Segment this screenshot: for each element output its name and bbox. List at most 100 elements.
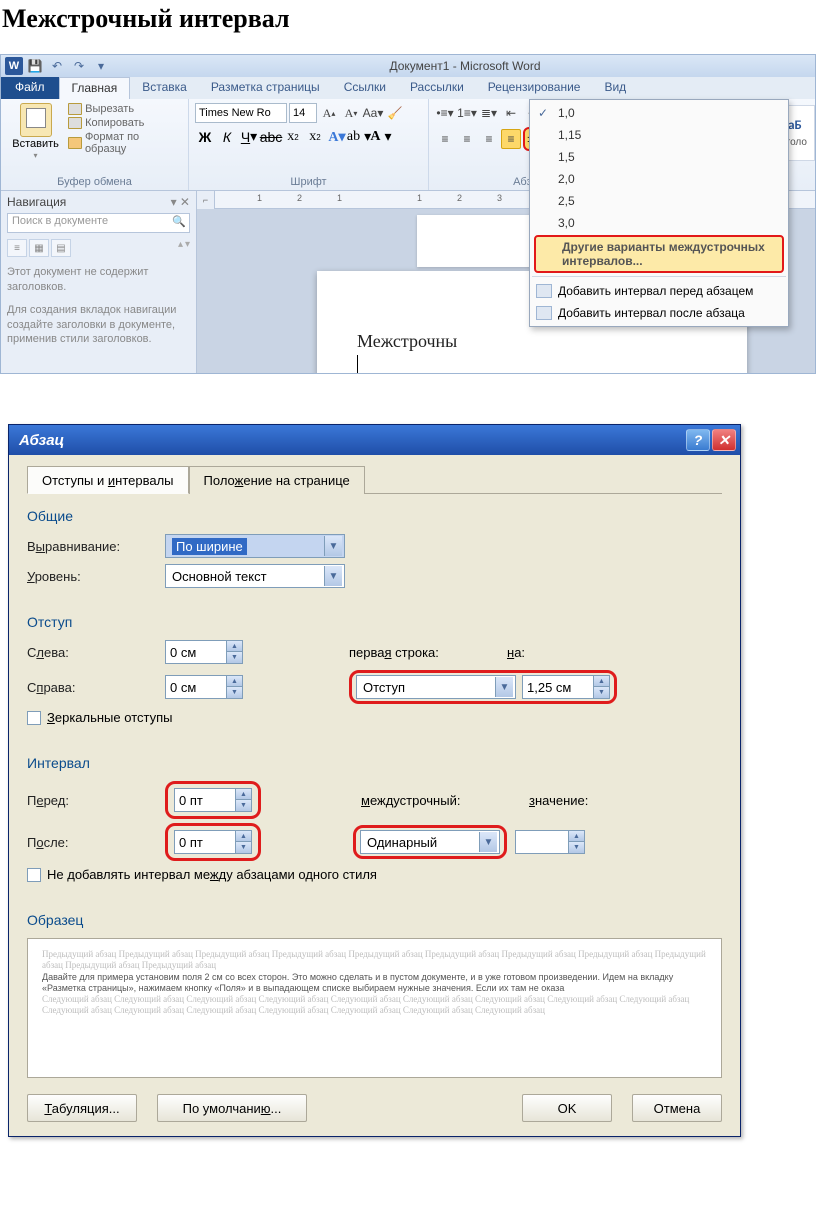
line-spacing-menu: 1,0 1,15 1,5 2,0 2,5 3,0 Другие варианты…	[529, 99, 789, 327]
quick-access-toolbar: W 💾 ↶ ↷ ▾	[1, 57, 115, 75]
qat-more-icon[interactable]: ▾	[91, 57, 111, 75]
bullets-icon[interactable]: •≡▾	[435, 103, 455, 123]
paste-button[interactable]: Вставить	[12, 138, 59, 150]
nav-up-icon[interactable]: ▴	[178, 239, 183, 257]
ribbon-tabs: Файл Главная Вставка Разметка страницы С…	[1, 77, 815, 99]
paragraph-dialog: Абзац ? ✕ Отступы и интервалы Положение …	[8, 424, 741, 1137]
cut-button[interactable]: Вырезать	[68, 103, 182, 115]
indent-left-spin[interactable]: 0 см▲▼	[165, 640, 243, 664]
align-right-icon[interactable]: ≡	[479, 129, 499, 149]
tabs-button[interactable]: Табуляция...	[27, 1094, 137, 1122]
add-space-before[interactable]: Добавить интервал перед абзацем	[530, 280, 788, 302]
titlebar: W 💾 ↶ ↷ ▾ Документ1 - Microsoft Word	[1, 55, 815, 77]
subscript-icon[interactable]: x2	[283, 127, 303, 147]
align-left-icon[interactable]: ≡	[435, 129, 455, 149]
tab-position[interactable]: Положение на странице	[189, 466, 365, 494]
format-painter-button[interactable]: Формат по образцу	[68, 131, 182, 155]
align-justify-icon[interactable]: ≡	[501, 129, 521, 149]
font-color-icon[interactable]: A▾	[371, 127, 391, 147]
at-label: значение:	[529, 793, 588, 808]
tab-references[interactable]: Ссылки	[332, 77, 398, 99]
line-spacing-select[interactable]: Одинарный▼	[360, 830, 500, 854]
font-name-select[interactable]	[195, 103, 287, 123]
document-text: Межстрочны	[357, 331, 457, 352]
numbering-icon[interactable]: 1≡▾	[457, 103, 477, 123]
italic-icon[interactable]: К	[217, 127, 237, 147]
close-icon[interactable]: ✕	[712, 429, 736, 451]
paste-icon[interactable]	[20, 103, 52, 137]
ok-button[interactable]: OK	[522, 1094, 612, 1122]
shrink-font-icon[interactable]: A▾	[341, 103, 361, 123]
tab-insert[interactable]: Вставка	[130, 77, 199, 99]
align-select[interactable]: По ширине▼	[165, 534, 345, 558]
first-line-by-spin[interactable]: 1,25 см▲▼	[522, 675, 610, 699]
space-before-spin[interactable]: 0 пт▲▼	[174, 788, 252, 812]
save-icon[interactable]: 💾	[25, 57, 45, 75]
group-clipboard-label: Буфер обмена	[7, 174, 182, 188]
spacing-2-0[interactable]: 2,0	[530, 168, 788, 190]
underline-icon[interactable]: Ч▾	[239, 127, 259, 147]
level-select[interactable]: Основной текст▼	[165, 564, 345, 588]
group-clipboard: Вставить ▾ Вырезать Копировать Формат по…	[1, 99, 189, 190]
line-spacing-highlight: Одинарный▼	[353, 825, 507, 859]
nav-search-input[interactable]: Поиск в документе	[7, 213, 190, 233]
spacing-1-0[interactable]: 1,0	[530, 102, 788, 124]
first-line-select[interactable]: Отступ▼	[356, 675, 516, 699]
ruler-corner[interactable]: ⌐	[197, 191, 215, 209]
page-heading: Межстрочный интервал	[0, 0, 816, 54]
cancel-button[interactable]: Отмена	[632, 1094, 722, 1122]
first-line-highlight: Отступ▼ 1,25 см▲▼	[349, 670, 617, 704]
dialog-title: Абзац	[19, 432, 684, 449]
text-effects-icon[interactable]: A▾	[327, 127, 347, 147]
tab-mailings[interactable]: Рассылки	[398, 77, 476, 99]
spacing-3-0[interactable]: 3,0	[530, 212, 788, 234]
nav-empty-msg1: Этот документ не содержит заголовков.	[7, 265, 190, 295]
multilevel-icon[interactable]: ≣▾	[479, 103, 499, 123]
default-button[interactable]: По умолчанию...	[157, 1094, 307, 1122]
tab-layout[interactable]: Разметка страницы	[199, 77, 332, 99]
nav-tab-headings[interactable]: ≡	[7, 239, 27, 257]
undo-icon[interactable]: ↶	[47, 57, 67, 75]
help-icon[interactable]: ?	[686, 429, 710, 451]
nav-down-icon[interactable]: ▾	[185, 239, 190, 257]
font-size-select[interactable]	[289, 103, 317, 123]
text-cursor	[357, 355, 358, 373]
highlight-icon[interactable]: ab▾	[349, 127, 369, 147]
strike-icon[interactable]: abc	[261, 127, 281, 147]
nav-tab-pages[interactable]: ▦	[29, 239, 49, 257]
line-spacing-at-spin[interactable]: ▲▼	[515, 830, 585, 854]
no-space-same-style-check[interactable]: Не добавлять интервал между абзацами одн…	[27, 867, 722, 882]
tab-home[interactable]: Главная	[59, 77, 131, 99]
grow-font-icon[interactable]: A▴	[319, 103, 339, 123]
navigation-pane: Навигация▾ ✕ Поиск в документе ≡ ▦ ▤ ▴ ▾…	[1, 191, 197, 373]
redo-icon[interactable]: ↷	[69, 57, 89, 75]
file-tab[interactable]: Файл	[1, 77, 59, 99]
word-app-icon[interactable]: W	[5, 57, 23, 75]
bold-icon[interactable]: Ж	[195, 127, 215, 147]
before-after-highlight: 0 пт▲▼	[165, 781, 261, 819]
first-line-label: первая строка:	[349, 645, 499, 660]
add-space-after[interactable]: Добавить интервал после абзаца	[530, 302, 788, 324]
section-spacing: Интервал	[27, 755, 722, 771]
tab-indents[interactable]: Отступы и интервалы	[27, 466, 189, 494]
copy-button[interactable]: Копировать	[68, 117, 182, 129]
mirror-indents-check[interactable]: Зеркальные отступы	[27, 710, 722, 725]
spacing-1-5[interactable]: 1,5	[530, 146, 788, 168]
outdent-icon[interactable]: ⇤	[501, 103, 521, 123]
clear-format-icon[interactable]: 🧹	[385, 103, 405, 123]
tab-view[interactable]: Вид	[592, 77, 638, 99]
space-after-spin[interactable]: 0 пт▲▼	[174, 830, 252, 854]
change-case-icon[interactable]: Aa▾	[363, 103, 383, 123]
left-label: Слева:	[27, 645, 157, 660]
spacing-2-5[interactable]: 2,5	[530, 190, 788, 212]
nav-tab-results[interactable]: ▤	[51, 239, 71, 257]
spacing-more-options[interactable]: Другие варианты междустрочных интервалов…	[534, 235, 784, 273]
superscript-icon[interactable]: x2	[305, 127, 325, 147]
spacing-1-15[interactable]: 1,15	[530, 124, 788, 146]
word-window: W 💾 ↶ ↷ ▾ Документ1 - Microsoft Word Фай…	[0, 54, 816, 374]
ribbon: Вставить ▾ Вырезать Копировать Формат по…	[1, 99, 815, 191]
align-center-icon[interactable]: ≡	[457, 129, 477, 149]
nav-close-icon[interactable]: ▾ ✕	[171, 195, 190, 209]
tab-review[interactable]: Рецензирование	[476, 77, 593, 99]
indent-right-spin[interactable]: 0 см▲▼	[165, 675, 243, 699]
